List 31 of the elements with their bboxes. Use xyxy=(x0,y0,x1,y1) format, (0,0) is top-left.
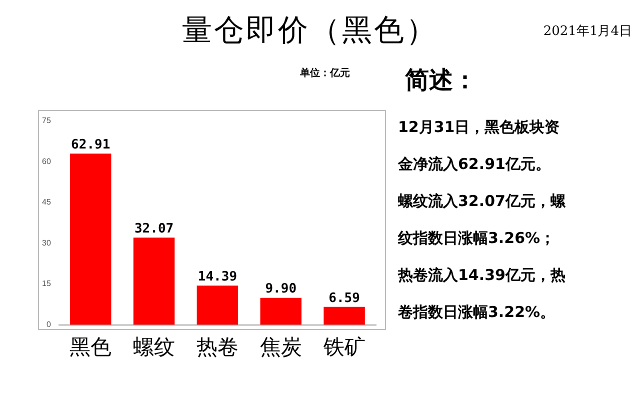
text: 螺纹流入32.07亿元，螺 xyxy=(398,192,566,211)
data-label: 32.07 xyxy=(134,221,174,236)
text: 热卷流入14.39亿元，热 xyxy=(398,266,566,285)
text: 简述： xyxy=(405,65,477,96)
y-tick-label: 15 xyxy=(42,279,52,288)
text: 纹指数日涨幅3.26%； xyxy=(398,229,556,248)
y-tick-label: 0 xyxy=(46,320,52,330)
data-label: 62.91 xyxy=(71,138,110,153)
bar xyxy=(70,154,112,325)
x-tick-label: 螺纹 xyxy=(133,334,176,359)
text: 卷指数日涨幅3.22%。 xyxy=(398,303,556,322)
text: 12月31日，黑色板块资 xyxy=(398,118,560,137)
bar xyxy=(260,298,302,325)
y-tick-label: 45 xyxy=(42,198,52,207)
data-label: 14.39 xyxy=(198,270,238,285)
data-label: 9.90 xyxy=(265,282,297,297)
x-tick-label: 铁矿 xyxy=(322,334,366,359)
text: 2021年1月4日 xyxy=(543,23,632,40)
text: 金净流入62.91亿元。 xyxy=(398,155,550,174)
text: 单位：亿元 xyxy=(300,66,350,80)
y-tick-label: 75 xyxy=(42,116,52,126)
bar xyxy=(133,238,175,325)
bar xyxy=(196,286,238,325)
x-tick-label: 热卷 xyxy=(196,334,238,359)
y-tick-label: 60 xyxy=(42,156,52,166)
chart-title: 量仓即价（黑色） xyxy=(181,12,439,50)
y-tick-label: 30 xyxy=(42,238,52,248)
x-tick-label: 焦炭 xyxy=(260,334,302,359)
bar xyxy=(324,306,365,325)
data-label: 6.59 xyxy=(328,290,360,306)
x-tick-label: 黑色 xyxy=(70,334,112,359)
